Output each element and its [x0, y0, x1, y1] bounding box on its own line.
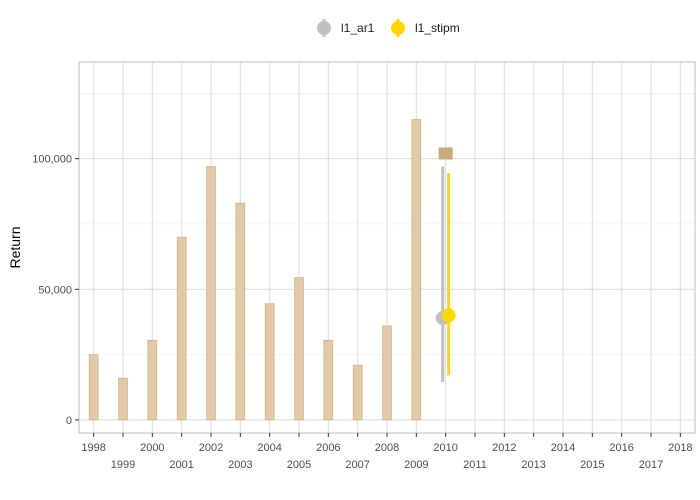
x-tick-label: 2014: [551, 442, 575, 454]
legend-item-l1_ar1: l1_ar1: [317, 19, 375, 37]
bar-2000: [147, 339, 158, 421]
bar-1999: [118, 377, 128, 421]
y-tick-label: 0: [66, 415, 72, 427]
legend-label-l1_stipm: l1_stipm: [415, 21, 460, 35]
x-tick-label: 2001: [169, 459, 193, 471]
x-tick-label: 2017: [639, 459, 663, 471]
bar-2008: [382, 325, 392, 421]
plot-panel: [78, 61, 696, 434]
x-tick-label: 2016: [609, 442, 633, 454]
x-tick-label: 2000: [140, 442, 164, 454]
bar-2006: [323, 339, 334, 421]
x-tick-label: 2018: [668, 442, 692, 454]
x-tick-label: 1999: [111, 459, 135, 471]
legend-item-l1_stipm: l1_stipm: [391, 19, 460, 37]
y-tick-label: 50,000: [38, 284, 72, 296]
y-axis: 0 50,000 100,000: [32, 154, 79, 427]
x-tick-label: 2013: [521, 459, 545, 471]
x-tick-label: 2007: [345, 459, 369, 471]
bar-2007: [352, 364, 363, 421]
bar-2004: [264, 303, 275, 421]
legend-key-l1_ar1: [317, 21, 331, 35]
x-tick-label: 2006: [316, 442, 340, 454]
y-axis-title: Return: [7, 226, 23, 268]
x-tick-label: 2004: [257, 442, 281, 454]
x-tick-label: 2011: [463, 459, 487, 471]
point-l1_stipm: [441, 308, 456, 323]
x-tick-label: 2010: [433, 442, 457, 454]
x-tick-label: 2005: [287, 459, 311, 471]
x-tick-label: 2012: [492, 442, 516, 454]
bar-2001: [176, 236, 187, 421]
legend: l1_ar1 l1_stipm: [317, 19, 460, 37]
x-tick-label: 1998: [81, 442, 105, 454]
legend-label-l1_ar1: l1_ar1: [341, 21, 375, 35]
bar-1998: [88, 354, 99, 421]
bar-2003: [235, 202, 246, 421]
bar-2005: [294, 277, 304, 421]
y-tick-label: 100,000: [32, 154, 72, 166]
legend-key-l1_stipm: [391, 21, 405, 35]
x-tick-label: 2009: [404, 459, 428, 471]
x-tick-label: 2003: [228, 459, 252, 471]
x-tick-label: 2015: [580, 459, 604, 471]
bar-2009: [411, 119, 422, 421]
x-tick-label: 2002: [199, 442, 223, 454]
bar-2002: [206, 166, 216, 421]
actual-value-marker: [438, 147, 453, 160]
x-tick-label: 2008: [375, 442, 399, 454]
x-axis: 1998 1999 2000 2001 2002 2003 2004 2005 2006 2007…: [81, 433, 693, 471]
